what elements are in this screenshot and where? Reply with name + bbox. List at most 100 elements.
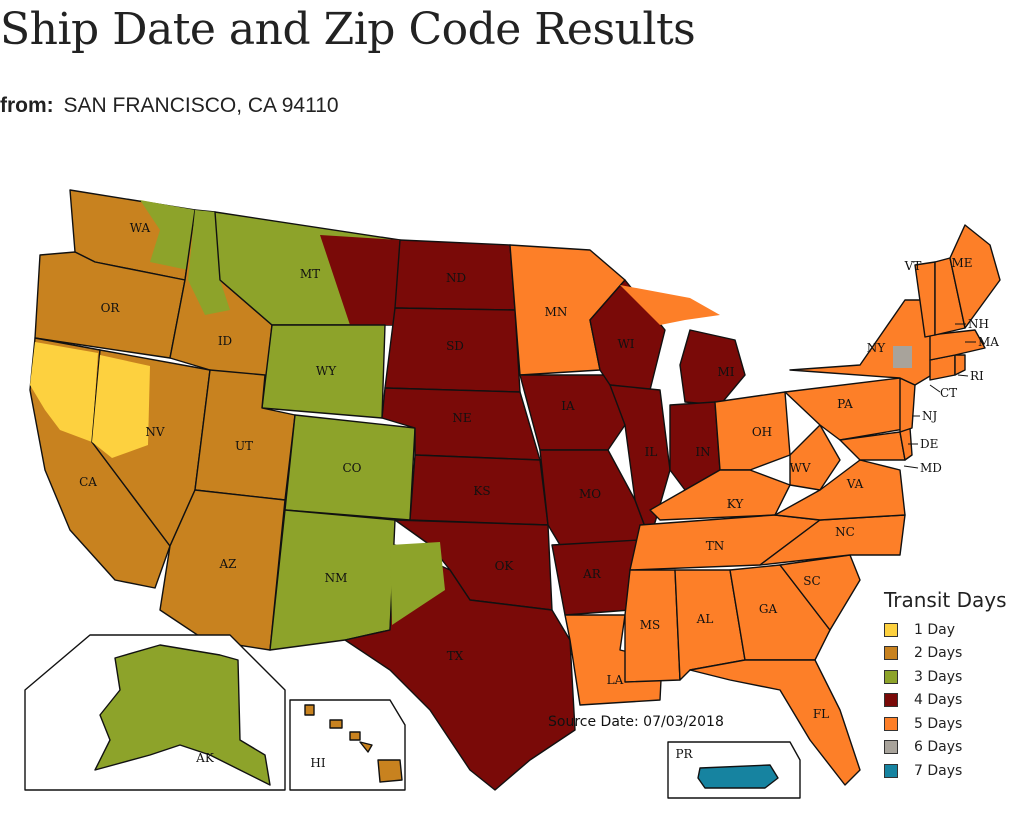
legend-title: Transit Days: [884, 588, 1007, 612]
state-hi-islands: [304, 704, 403, 783]
state-nc: [759, 514, 906, 566]
label-nc: NC: [835, 525, 855, 539]
origin-value: SAN FRANCISCO, CA 94110: [63, 94, 339, 117]
label-ct: CT: [940, 386, 957, 400]
state-ny-city-zone: [893, 346, 912, 368]
state-wa-east-zone: [140, 200, 195, 270]
label-co: CO: [342, 461, 361, 475]
label-hi: HI: [310, 756, 325, 770]
label-mo: MO: [579, 487, 601, 501]
state-sc: [779, 554, 861, 631]
legend-label: 1 Day: [914, 621, 956, 638]
state-nv-west-zone: [92, 355, 150, 458]
label-wi: WI: [617, 337, 634, 351]
label-tn: TN: [706, 539, 725, 553]
state-ri: [954, 354, 966, 376]
label-nj: NJ: [922, 409, 938, 423]
label-nd: ND: [446, 271, 466, 285]
label-wv: WV: [790, 461, 811, 475]
label-sc: SC: [803, 574, 820, 588]
label-mn: MN: [545, 305, 568, 319]
label-ok: OK: [495, 559, 515, 573]
label-ms: MS: [640, 618, 661, 632]
legend-swatch: [884, 740, 898, 755]
label-ca: CA: [79, 475, 97, 489]
legend-item: 5 Days: [884, 712, 1024, 736]
state-me: [949, 224, 1001, 329]
label-id: ID: [218, 334, 232, 348]
legend-item: 7 Days: [884, 759, 1024, 783]
legend-swatch: [884, 622, 898, 637]
legend-swatch: [884, 693, 898, 708]
legend-swatch: [884, 763, 898, 778]
label-mt: MT: [300, 267, 320, 281]
state-wv: [789, 424, 841, 491]
state-mi-upper-zone: [620, 285, 720, 325]
page-title: Ship Date and Zip Code Results: [0, 4, 696, 55]
legend-swatch: [884, 716, 898, 731]
label-ks: KS: [473, 484, 490, 498]
state-pa: [784, 377, 911, 441]
state-id-north-zone: [188, 210, 230, 315]
leader-md: [903, 465, 919, 469]
transit-map-svg: WA OR CA NV ID MT WY UT AZ CO NM ND SD N…: [24, 189, 1001, 799]
label-ga: GA: [759, 602, 778, 616]
state-ga: [729, 564, 831, 661]
label-me: ME: [951, 256, 972, 270]
legend-label: 7 Days: [914, 762, 963, 779]
label-sd: SD: [446, 339, 464, 353]
legend-label: 5 Days: [914, 715, 963, 732]
label-vt: VT: [904, 259, 922, 273]
legend-item: 3 Days: [884, 665, 1024, 689]
label-oh: OH: [752, 425, 772, 439]
label-ak: AK: [195, 751, 215, 765]
label-ky: KY: [727, 497, 745, 511]
label-pa: PA: [837, 397, 853, 411]
label-ut: UT: [235, 439, 253, 453]
label-la: LA: [607, 673, 624, 687]
legend-item: 2 Days: [884, 642, 1024, 666]
state-ma: [929, 329, 986, 361]
state-fl: [689, 659, 861, 786]
inset-hawaii-frame: [289, 699, 406, 791]
label-md: MD: [920, 461, 942, 475]
label-wa: WA: [130, 221, 151, 235]
state-ia: [519, 374, 626, 451]
state-ak: [94, 644, 271, 786]
state-pr: [697, 764, 779, 789]
origin-line: from: SAN FRANCISCO, CA 94110: [0, 94, 339, 118]
legend-item: 1 Day: [884, 618, 1024, 642]
legend-swatch: [884, 669, 898, 684]
legend-label: 6 Days: [914, 739, 963, 756]
legend-label: 4 Days: [914, 692, 963, 709]
label-tx: TX: [447, 649, 464, 663]
legend-item: 6 Days: [884, 736, 1024, 760]
label-nm: NM: [325, 571, 348, 585]
label-ri: RI: [970, 369, 984, 383]
label-al: AL: [696, 612, 714, 626]
label-de: DE: [920, 437, 938, 451]
label-nh: NH: [968, 317, 989, 331]
state-oh: [714, 391, 791, 471]
state-nj: [899, 377, 916, 433]
legend-rows: 1 Day 2 Days 3 Days 4 Days 5 Days 6 Days 7 Day…: [884, 618, 1024, 783]
state-mt-east-zone: [320, 235, 400, 325]
state-ky: [649, 469, 791, 521]
transit-map: WA OR CA NV ID MT WY UT AZ CO NM ND SD N…: [0, 170, 1024, 824]
label-ny: NY: [867, 341, 887, 355]
state-mi: [679, 329, 746, 406]
label-wy: WY: [316, 364, 337, 378]
label-ar: AR: [582, 567, 602, 581]
label-il: IL: [645, 445, 658, 459]
label-in: IN: [695, 445, 710, 459]
label-mi: MI: [717, 365, 734, 379]
state-tx-west-zone: [390, 542, 445, 625]
label-va: VA: [846, 477, 864, 491]
origin-label: from:: [0, 94, 54, 117]
state-ca-bay-zone: [30, 342, 98, 442]
legend-label: 2 Days: [914, 645, 963, 662]
leader-ct: [929, 384, 941, 393]
leader-ri: [957, 374, 969, 377]
small-state-leader-lines: [903, 323, 976, 469]
label-ma: MA: [978, 335, 999, 349]
